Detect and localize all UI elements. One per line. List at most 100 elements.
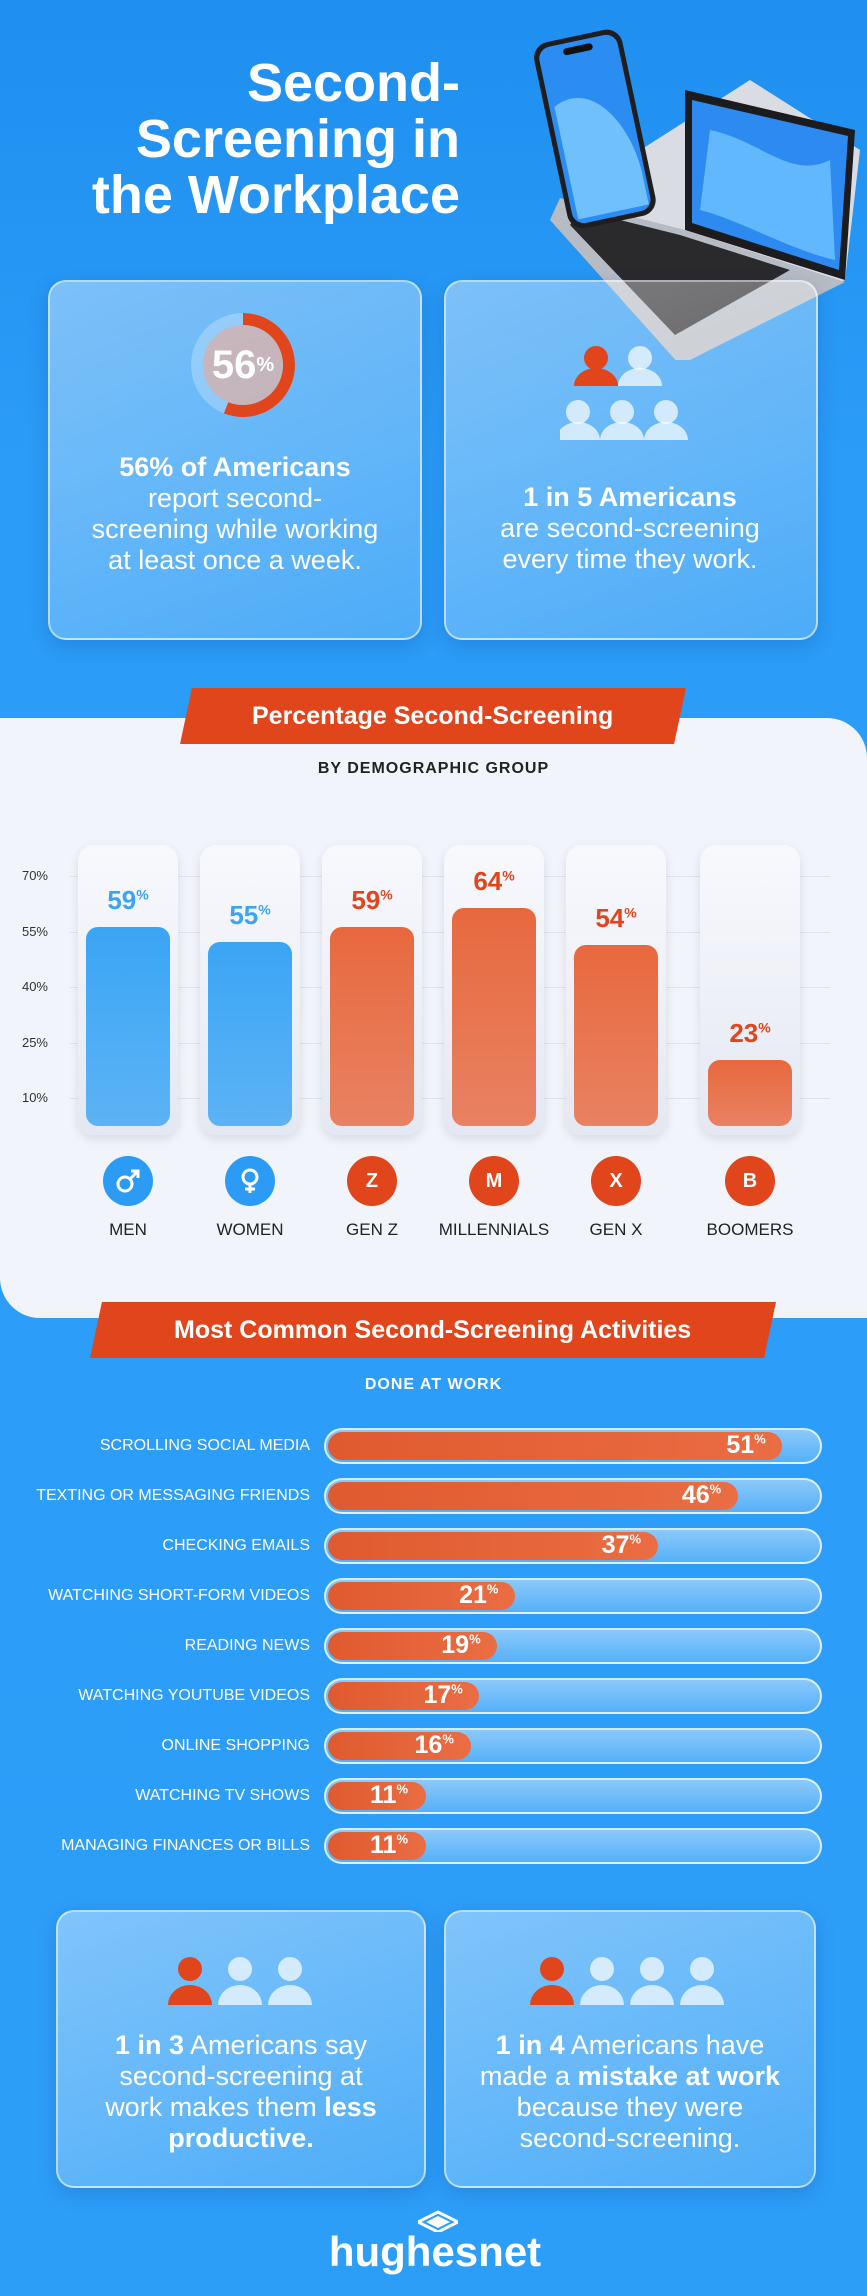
activity-value-label: 16% xyxy=(415,1731,454,1760)
activity-value-label: 51% xyxy=(726,1431,765,1460)
category-icon: B xyxy=(725,1156,775,1206)
category-icon: M xyxy=(469,1156,519,1206)
activity-value-label: 21% xyxy=(459,1581,498,1610)
bar-value-label: 59% xyxy=(78,885,178,916)
female-icon xyxy=(225,1156,275,1206)
activity-value-number: 11 xyxy=(370,1781,397,1809)
bar-value-label: 54% xyxy=(566,903,666,934)
activity-value-unit: % xyxy=(451,1681,463,1697)
stat-card-2-body: are second-screening every time they wor… xyxy=(500,513,760,574)
bottom-card-1-mid: Americans say second-screening at work m… xyxy=(105,2030,368,2122)
activity-bar xyxy=(328,1782,426,1810)
activity-value-unit: % xyxy=(754,1431,766,1447)
category-label: BOOMERS xyxy=(706,1220,794,1239)
activity-bar xyxy=(328,1732,471,1760)
title-line-2: Screening in xyxy=(135,109,460,169)
bottom-card-2-post: because they were second-screening. xyxy=(516,2092,744,2153)
stat-card-2-text: 1 in 5 Americans are second-screening ev… xyxy=(490,482,770,575)
demographic-banner: Percentage Second-Screening xyxy=(180,688,686,744)
activity-label: MANAGING FINANCES OR BILLS xyxy=(61,1837,310,1854)
donut-percent-label: 56% xyxy=(178,300,308,430)
y-tick-label: 55% xyxy=(21,923,48,939)
activity-label: TEXTING OR MESSAGING FRIENDS xyxy=(36,1487,310,1504)
bar-value-number: 54 xyxy=(595,903,625,934)
bar-value-number: 64 xyxy=(473,866,503,897)
y-tick-label: 10% xyxy=(21,1090,48,1105)
bottom-card-1-in-4 xyxy=(444,1910,816,2188)
bar-value-unit: % xyxy=(258,900,271,917)
stat-card-2-bold: 1 in 5 Americans xyxy=(523,482,737,512)
bottom-card-2-text: 1 in 4 Americans have made a mistake at … xyxy=(474,2030,786,2154)
activity-bar xyxy=(328,1582,516,1610)
activity-value-number: 16 xyxy=(414,1731,443,1759)
activity-value-number: 37 xyxy=(601,1531,630,1559)
y-tick-label: 40% xyxy=(21,979,48,994)
brand-logo-text: hughesnet xyxy=(328,2228,542,2275)
activity-label: CHECKING EMAILS xyxy=(162,1537,310,1554)
donut-percent-sign: % xyxy=(256,353,275,376)
category-label: GEN X xyxy=(589,1220,643,1239)
bar-value-unit: % xyxy=(758,1019,771,1036)
stat-card-1-text: 56% of Americans report second-screening… xyxy=(90,452,380,576)
activity-bar xyxy=(328,1832,426,1860)
activity-bar xyxy=(328,1432,783,1460)
people-row-four-icon xyxy=(530,1957,724,2005)
bar-value-label: 55% xyxy=(200,900,300,931)
activities-banner: Most Common Second-Screening Activities xyxy=(90,1302,776,1358)
activity-value-label: 17% xyxy=(423,1681,462,1710)
category-icon: X xyxy=(591,1156,641,1206)
bottom-card-1-pre: 1 in 3 xyxy=(114,2030,184,2060)
activity-label: WATCHING SHORT-FORM VIDEOS xyxy=(48,1587,310,1604)
activity-value-unit: % xyxy=(469,1631,481,1647)
bottom-card-2-pre: 1 in 4 xyxy=(495,2030,565,2060)
activity-value-unit: % xyxy=(442,1731,454,1747)
bottom-card-1-bold: less productive. xyxy=(168,2092,377,2153)
activity-value-number: 19 xyxy=(441,1631,470,1659)
category-label: WOMEN xyxy=(216,1220,284,1239)
activity-value-unit: % xyxy=(486,1581,499,1597)
title-line-1: Second- xyxy=(246,53,460,113)
bottom-card-1-text: 1 in 3 Americans say second-screening at… xyxy=(96,2030,386,2154)
activity-value-unit: % xyxy=(709,1481,722,1497)
y-tick-label: 25% xyxy=(21,1034,48,1050)
people-row-icon xyxy=(168,1957,312,2005)
bar-value-unit: % xyxy=(502,867,515,884)
bottom-card-1-in-3 xyxy=(56,1910,426,2188)
activity-value-label: 19% xyxy=(441,1631,480,1660)
activity-value-label: 46% xyxy=(682,1481,721,1510)
activity-bar xyxy=(328,1682,480,1710)
activity-value-number: 17 xyxy=(423,1681,452,1709)
bar-value-unit: % xyxy=(380,886,393,903)
bar-value-label: 64% xyxy=(444,866,544,897)
male-icon xyxy=(103,1156,153,1206)
activity-bar xyxy=(328,1532,658,1560)
activity-value-label: 11% xyxy=(370,1831,408,1860)
donut-56-percent xyxy=(191,313,295,417)
activities-banner-text: Most Common Second-Screening Activities xyxy=(174,1316,692,1344)
category-label: MEN xyxy=(109,1220,147,1239)
activity-label: WATCHING TV SHOWS xyxy=(135,1787,310,1804)
activity-bar xyxy=(328,1632,498,1660)
activity-label: ONLINE SHOPPING xyxy=(161,1737,310,1754)
category-label: MILLENNIALS xyxy=(438,1220,550,1239)
activity-value-number: 51 xyxy=(726,1431,755,1459)
donut-percent-value: 56 xyxy=(211,342,257,387)
bar xyxy=(330,926,414,1126)
bar-value-label: 59% xyxy=(322,885,422,916)
activity-value-unit: % xyxy=(629,1531,641,1547)
y-tick-label: 70% xyxy=(21,868,48,883)
activities-subtitle: DONE AT WORK xyxy=(364,1376,503,1393)
activity-value-label: 11% xyxy=(370,1781,408,1810)
bar xyxy=(708,1059,792,1126)
brand-logo: hughesnet xyxy=(320,2210,550,2280)
demographic-subtitle: BY DEMOGRAPHIC GROUP xyxy=(317,760,550,777)
stat-card-1-in-5 xyxy=(444,280,818,640)
bottom-card-2-bold: mistake at work xyxy=(577,2061,781,2091)
category-icon: Z xyxy=(347,1156,397,1206)
activity-label: READING NEWS xyxy=(184,1637,310,1654)
bar-value-unit: % xyxy=(624,904,637,921)
category-label: GEN Z xyxy=(346,1220,398,1239)
activity-value-number: 46 xyxy=(681,1481,710,1509)
bar-value-number: 55 xyxy=(229,899,259,930)
page-title: Second- Screening in the Workplace xyxy=(60,55,460,223)
